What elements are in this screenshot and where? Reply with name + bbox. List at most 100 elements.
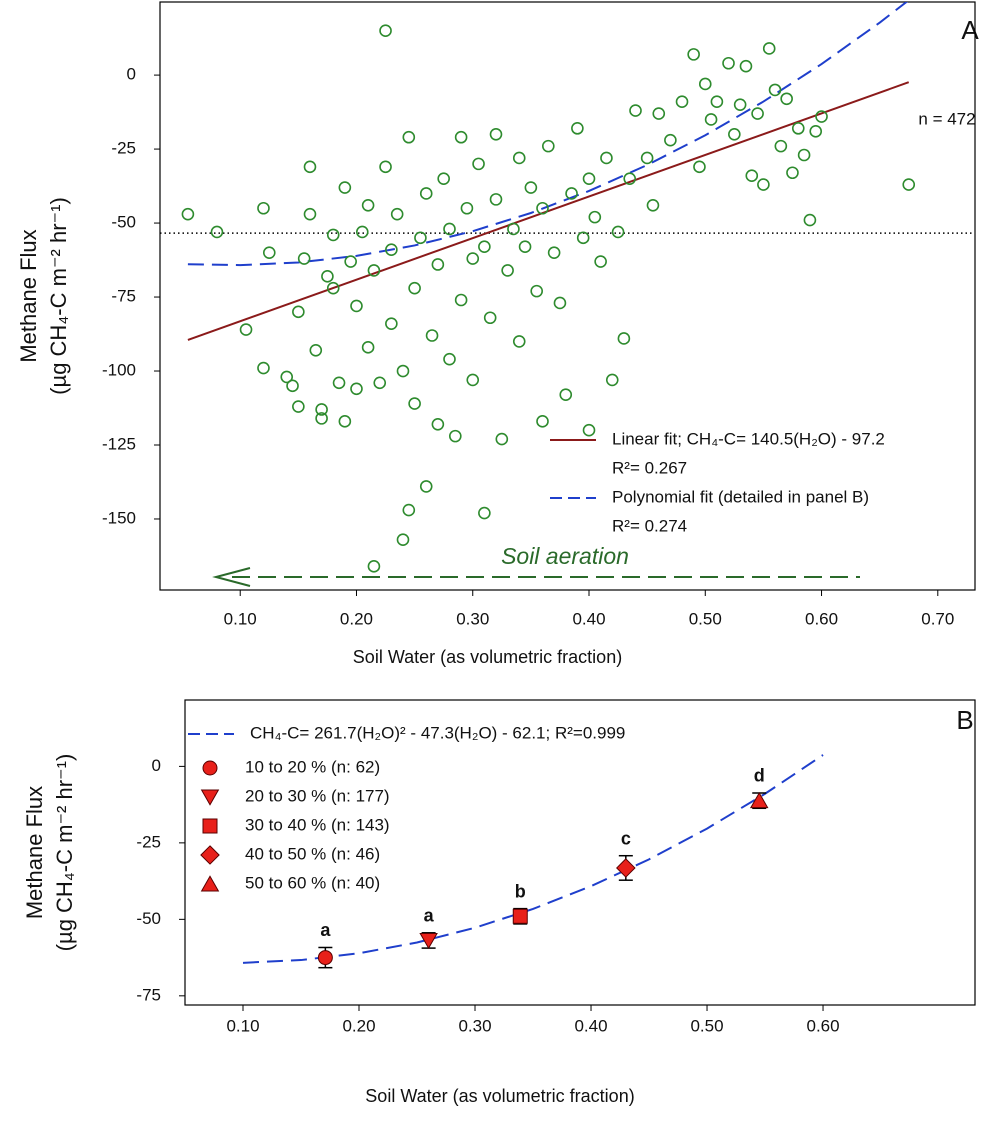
y-tick-label: -50 bbox=[136, 909, 161, 928]
marker bbox=[582, 172, 596, 185]
marker bbox=[547, 246, 561, 259]
y-tick-label: 0 bbox=[127, 65, 136, 84]
marker bbox=[722, 56, 735, 70]
marker bbox=[565, 187, 578, 200]
marker bbox=[472, 157, 485, 171]
fit-line bbox=[187, 2, 909, 267]
marker bbox=[443, 352, 456, 366]
y-tick-label: -150 bbox=[102, 508, 136, 527]
marker bbox=[460, 201, 474, 215]
legend-label: 20 to 30 % (n: 177) bbox=[245, 786, 390, 805]
panel-label: A bbox=[961, 15, 979, 45]
panel-label: B bbox=[956, 705, 973, 735]
marker bbox=[431, 258, 445, 271]
marker bbox=[815, 110, 828, 123]
marker bbox=[704, 113, 718, 126]
marker bbox=[454, 130, 468, 144]
x-tick-label: 0.30 bbox=[458, 1016, 491, 1035]
marker bbox=[419, 480, 433, 493]
marker bbox=[507, 222, 520, 236]
marker bbox=[809, 125, 823, 138]
marker bbox=[749, 791, 769, 809]
marker bbox=[797, 148, 811, 162]
marker bbox=[512, 908, 528, 924]
marker bbox=[605, 373, 619, 387]
legend-label: Linear fit; CH₄-C= 140.5(H₂O) - 97.2 bbox=[612, 429, 885, 448]
y-tick-label: 0 bbox=[152, 756, 161, 775]
marker bbox=[559, 388, 573, 401]
y-tick-label: -25 bbox=[136, 832, 161, 851]
marker bbox=[786, 166, 799, 180]
group-label: c bbox=[621, 828, 631, 848]
marker bbox=[902, 178, 916, 191]
marker bbox=[443, 222, 456, 236]
marker bbox=[257, 361, 270, 375]
marker bbox=[280, 370, 294, 384]
marker bbox=[698, 77, 712, 91]
marker bbox=[355, 225, 369, 239]
marker bbox=[454, 293, 468, 307]
marker bbox=[687, 48, 700, 61]
marker bbox=[646, 198, 660, 212]
count-label: n = 472 bbox=[918, 109, 975, 128]
marker bbox=[367, 264, 381, 277]
marker bbox=[774, 139, 788, 153]
group-label: a bbox=[424, 906, 435, 926]
marker bbox=[292, 305, 305, 319]
marker bbox=[576, 231, 590, 245]
marker bbox=[414, 231, 427, 245]
marker bbox=[437, 172, 450, 185]
plot-frame bbox=[184, 699, 976, 1006]
marker bbox=[200, 789, 220, 806]
marker bbox=[478, 506, 491, 520]
x-tick-label: 0.20 bbox=[340, 609, 373, 628]
group-label: d bbox=[754, 766, 765, 786]
marker bbox=[297, 252, 311, 265]
marker bbox=[536, 201, 549, 215]
marker bbox=[733, 98, 747, 111]
marker bbox=[344, 255, 357, 268]
marker bbox=[309, 344, 323, 357]
marker bbox=[501, 264, 514, 277]
marker bbox=[600, 151, 613, 165]
marker bbox=[478, 240, 491, 254]
marker bbox=[361, 341, 375, 354]
marker bbox=[317, 950, 333, 966]
marker bbox=[419, 932, 438, 950]
group-label: a bbox=[320, 920, 331, 940]
y-tick-label: -100 bbox=[102, 361, 136, 380]
marker bbox=[616, 858, 636, 878]
marker bbox=[629, 104, 642, 117]
marker bbox=[710, 95, 724, 109]
marker bbox=[292, 400, 305, 413]
marker bbox=[200, 875, 220, 892]
marker bbox=[675, 95, 689, 109]
plot-frame bbox=[159, 1, 976, 591]
marker bbox=[262, 246, 276, 259]
marker bbox=[200, 845, 220, 865]
x-tick-label: 0.60 bbox=[805, 609, 838, 628]
marker bbox=[762, 42, 776, 55]
group-label: b bbox=[515, 881, 526, 901]
marker bbox=[385, 317, 398, 330]
marker bbox=[652, 107, 666, 120]
marker bbox=[326, 228, 340, 242]
marker bbox=[361, 198, 375, 212]
marker bbox=[751, 107, 764, 120]
marker bbox=[536, 415, 549, 428]
marker bbox=[664, 133, 677, 147]
marker bbox=[408, 397, 421, 410]
x-tick-label: 0.40 bbox=[572, 609, 605, 628]
marker bbox=[390, 207, 404, 221]
marker bbox=[524, 181, 538, 194]
marker bbox=[530, 284, 543, 298]
marker bbox=[303, 207, 317, 221]
marker bbox=[367, 560, 381, 573]
marker bbox=[396, 533, 410, 546]
marker bbox=[202, 760, 218, 776]
marker bbox=[181, 207, 195, 221]
marker bbox=[419, 187, 433, 200]
marker bbox=[315, 403, 328, 416]
x-tick-label: 0.70 bbox=[921, 609, 954, 628]
marker bbox=[623, 172, 637, 185]
